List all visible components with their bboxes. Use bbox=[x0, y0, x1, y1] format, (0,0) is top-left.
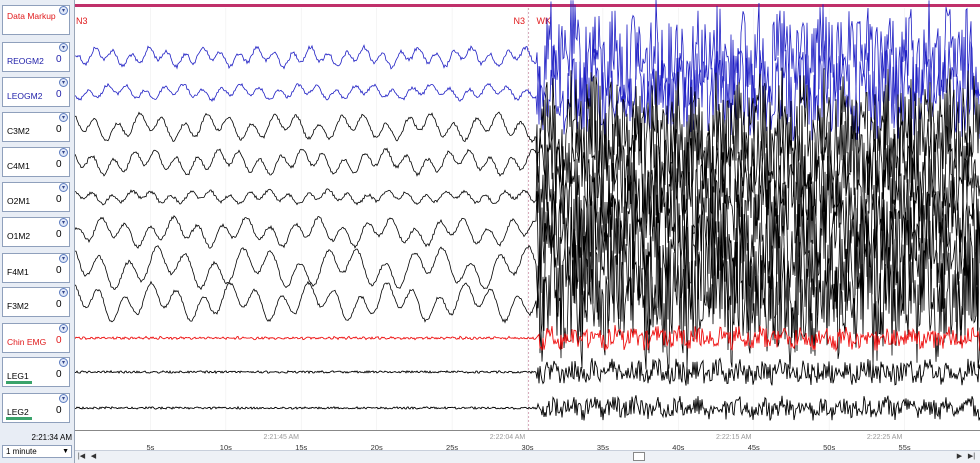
pin-icon[interactable]: ▾ bbox=[59, 254, 68, 263]
channel-label-9[interactable]: Chin EMG 0 ▾ bbox=[2, 323, 70, 353]
channel-name: LEOGM2 bbox=[7, 91, 43, 101]
channel-name: C4M1 bbox=[7, 161, 30, 171]
reogm2-trace bbox=[75, 0, 980, 116]
channel-gain-bar bbox=[6, 381, 32, 384]
channel-zero: 0 bbox=[56, 299, 62, 310]
pin-icon[interactable]: ▾ bbox=[59, 183, 68, 192]
f3m2-trace bbox=[75, 233, 980, 370]
channel-zero: 0 bbox=[56, 229, 62, 240]
pin-icon[interactable]: ▾ bbox=[59, 394, 68, 403]
channel-name: F4M1 bbox=[7, 267, 29, 277]
first-page-icon[interactable]: |◀ bbox=[77, 453, 86, 460]
time-axis: 5s 10s 15s 20s 25s 30s 35s 40s 45s 50s 55s 2:21:45 … bbox=[75, 430, 980, 452]
leg2-trace bbox=[75, 395, 980, 421]
start-time: 2:21:34 AM bbox=[31, 433, 72, 442]
axis-tick-label: 50s bbox=[823, 443, 836, 452]
channel-name: O2M1 bbox=[7, 196, 31, 206]
channel-label-8[interactable]: F3M2 0 ▾ bbox=[2, 287, 70, 317]
pin-icon[interactable]: ▾ bbox=[59, 113, 68, 122]
f4m1-trace bbox=[75, 191, 980, 345]
channel-label-7[interactable]: F4M1 0 ▾ bbox=[2, 253, 70, 283]
channel-zero: 0 bbox=[56, 54, 62, 65]
channel-zero: 0 bbox=[56, 265, 62, 276]
c4m1-trace bbox=[75, 104, 980, 225]
channel-label-3[interactable]: C3M2 0 ▾ bbox=[2, 112, 70, 142]
next-page-icon[interactable]: ▶ bbox=[956, 453, 963, 460]
clock-time-label: 2:21:45 AM bbox=[263, 434, 299, 441]
channel-zero: 0 bbox=[56, 89, 62, 100]
dropdown-arrow-icon[interactable]: ▼ bbox=[62, 448, 69, 455]
last-page-icon[interactable]: ▶| bbox=[967, 453, 976, 460]
clock-time-label: 2:22:25 AM bbox=[866, 434, 903, 441]
channel-sidebar: Data Markup ▾ REOGM2 0 ▾ LEOGM2 0 ▾ C3M2 0 ▾ C4M1 0 ▾… bbox=[0, 0, 75, 463]
channel-label-4[interactable]: C4M1 0 ▾ bbox=[2, 147, 70, 177]
channel-label-10[interactable]: LEG1 0 ▾ bbox=[2, 357, 70, 387]
axis-tick-label: 20s bbox=[370, 443, 383, 452]
channel-zero: 0 bbox=[56, 159, 62, 170]
pin-icon[interactable]: ▾ bbox=[59, 6, 68, 15]
time-scrollbar[interactable]: |◀ ◀ ▶ ▶| bbox=[75, 450, 980, 463]
channel-name: C3M2 bbox=[7, 126, 30, 136]
channel-label-11[interactable]: LEG2 0 ▾ bbox=[2, 393, 70, 423]
c3m2-trace bbox=[75, 67, 980, 188]
stage-marker: N3 bbox=[76, 16, 88, 26]
markup-band bbox=[75, 4, 980, 7]
axis-tick-label: 5s bbox=[146, 443, 155, 452]
channel-label-6[interactable]: O1M2 0 ▾ bbox=[2, 217, 70, 247]
channel-zero: 0 bbox=[56, 194, 62, 205]
prev-page-icon[interactable]: ◀ bbox=[90, 453, 97, 460]
channel-name: Chin EMG bbox=[7, 337, 47, 347]
signal-plot[interactable]: N3 N3 WK bbox=[75, 0, 980, 430]
channel-label-0[interactable]: Data Markup ▾ bbox=[2, 5, 70, 35]
pin-icon[interactable]: ▾ bbox=[59, 218, 68, 227]
axis-tick-label: 35s bbox=[596, 443, 609, 452]
clock-time-label: 2:22:15 AM bbox=[716, 434, 752, 441]
channel-gain-bar bbox=[6, 417, 32, 420]
pin-icon[interactable]: ▾ bbox=[59, 358, 68, 367]
axis-tick-label: 25s bbox=[446, 443, 459, 452]
stage-marker: WK bbox=[537, 16, 552, 26]
chin-emg-trace bbox=[75, 325, 980, 352]
o1m2-trace bbox=[75, 168, 980, 296]
channel-label-5[interactable]: O2M1 0 ▾ bbox=[2, 182, 70, 212]
channel-label-1[interactable]: REOGM2 0 ▾ bbox=[2, 42, 70, 72]
channel-name: Data Markup bbox=[7, 11, 56, 21]
axis-tick-label: 30s bbox=[521, 443, 534, 452]
channel-name: LEG2 bbox=[7, 407, 29, 417]
leg1-trace bbox=[75, 357, 980, 386]
window-length-select[interactable]: 1 minute ▼ bbox=[2, 445, 72, 458]
channel-name: LEG1 bbox=[7, 371, 29, 381]
pin-icon[interactable]: ▾ bbox=[59, 148, 68, 157]
pin-icon[interactable]: ▾ bbox=[59, 43, 68, 52]
axis-tick-label: 45s bbox=[747, 443, 760, 452]
channel-label-2[interactable]: LEOGM2 0 ▾ bbox=[2, 77, 70, 107]
channel-name: O1M2 bbox=[7, 231, 31, 241]
window-length-value: 1 minute bbox=[6, 447, 37, 456]
axis-tick-label: 10s bbox=[219, 443, 232, 452]
leogm2-trace bbox=[75, 40, 980, 143]
channel-zero: 0 bbox=[56, 369, 62, 380]
stage-marker: N3 bbox=[513, 16, 525, 26]
pin-icon[interactable]: ▾ bbox=[59, 288, 68, 297]
pin-icon[interactable]: ▾ bbox=[59, 324, 68, 333]
clock-time-label: 2:22:04 AM bbox=[489, 434, 526, 441]
channel-zero: 0 bbox=[56, 124, 62, 135]
scroll-thumb[interactable] bbox=[633, 452, 645, 461]
axis-tick-label: 15s bbox=[295, 443, 308, 452]
channel-name: F3M2 bbox=[7, 301, 29, 311]
channel-zero: 0 bbox=[56, 405, 62, 416]
axis-tick-label: 40s bbox=[672, 443, 685, 452]
channel-zero: 0 bbox=[56, 335, 62, 346]
channel-name: REOGM2 bbox=[7, 56, 44, 66]
axis-tick-label: 55s bbox=[898, 443, 911, 452]
pin-icon[interactable]: ▾ bbox=[59, 78, 68, 87]
